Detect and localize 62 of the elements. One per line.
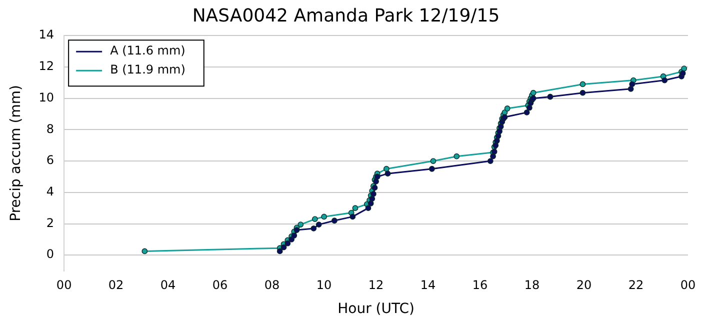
y-tick-label: 4 [46, 184, 54, 199]
point [526, 104, 532, 111]
point [580, 81, 586, 88]
y-tick-label: 8 [46, 122, 54, 136]
x-tick-label: 14 [420, 278, 436, 292]
point [352, 205, 358, 212]
x-tick-label: 18 [524, 278, 540, 292]
point [284, 240, 291, 246]
point [524, 109, 530, 116]
legend-label: B (11.9 mm) [110, 62, 186, 77]
point [383, 166, 390, 172]
point [384, 170, 391, 177]
point [428, 166, 435, 172]
point [454, 153, 460, 160]
legend-label: A (11.6 mm) [110, 44, 186, 58]
point [288, 236, 294, 242]
point [662, 77, 668, 84]
x-tick-label: 00 [56, 278, 72, 292]
point [370, 191, 376, 197]
x-tick-label: 06 [212, 278, 228, 292]
point [365, 205, 372, 212]
point [580, 90, 586, 96]
x-tick-label: 08 [264, 278, 280, 292]
point [331, 218, 338, 224]
point [628, 86, 634, 92]
x-tick-label: 22 [628, 278, 644, 292]
point [368, 200, 374, 206]
y-tick-label: 10 [38, 90, 54, 104]
point [142, 248, 148, 254]
point [504, 106, 510, 112]
point [547, 94, 554, 100]
point [430, 158, 436, 164]
point [487, 158, 494, 164]
x-tick-label: 04 [160, 278, 176, 292]
x-tick-label: 20 [576, 278, 592, 292]
chart-title: NASA0042 Amanda Park 12/19/15 [192, 5, 500, 26]
x-tick-label: 00 [680, 278, 696, 292]
x-tick-label: 10 [316, 278, 332, 292]
x-tick-label: 12 [368, 278, 384, 292]
y-axis-title: Precip accum (mm) [8, 85, 24, 222]
x-axis-title: Hour (UTC) [338, 301, 414, 318]
point [312, 216, 318, 222]
point [681, 66, 688, 72]
y-tick-label: 14 [38, 28, 54, 42]
y-tick-label: 12 [38, 59, 54, 74]
point [280, 244, 287, 250]
y-tick-label: 6 [46, 153, 54, 168]
y-tick-label: 2 [46, 216, 54, 230]
x-tick-label: 02 [108, 278, 124, 292]
point [316, 222, 322, 228]
y-tick-label: 0 [46, 247, 54, 262]
point [291, 232, 298, 238]
x-tick-label: 16 [472, 278, 488, 292]
point [298, 222, 304, 228]
point [321, 214, 327, 220]
point [490, 153, 496, 160]
point [530, 90, 536, 96]
point [310, 226, 317, 232]
point [629, 81, 636, 88]
point [350, 214, 356, 220]
point [276, 248, 283, 254]
point [294, 227, 300, 233]
